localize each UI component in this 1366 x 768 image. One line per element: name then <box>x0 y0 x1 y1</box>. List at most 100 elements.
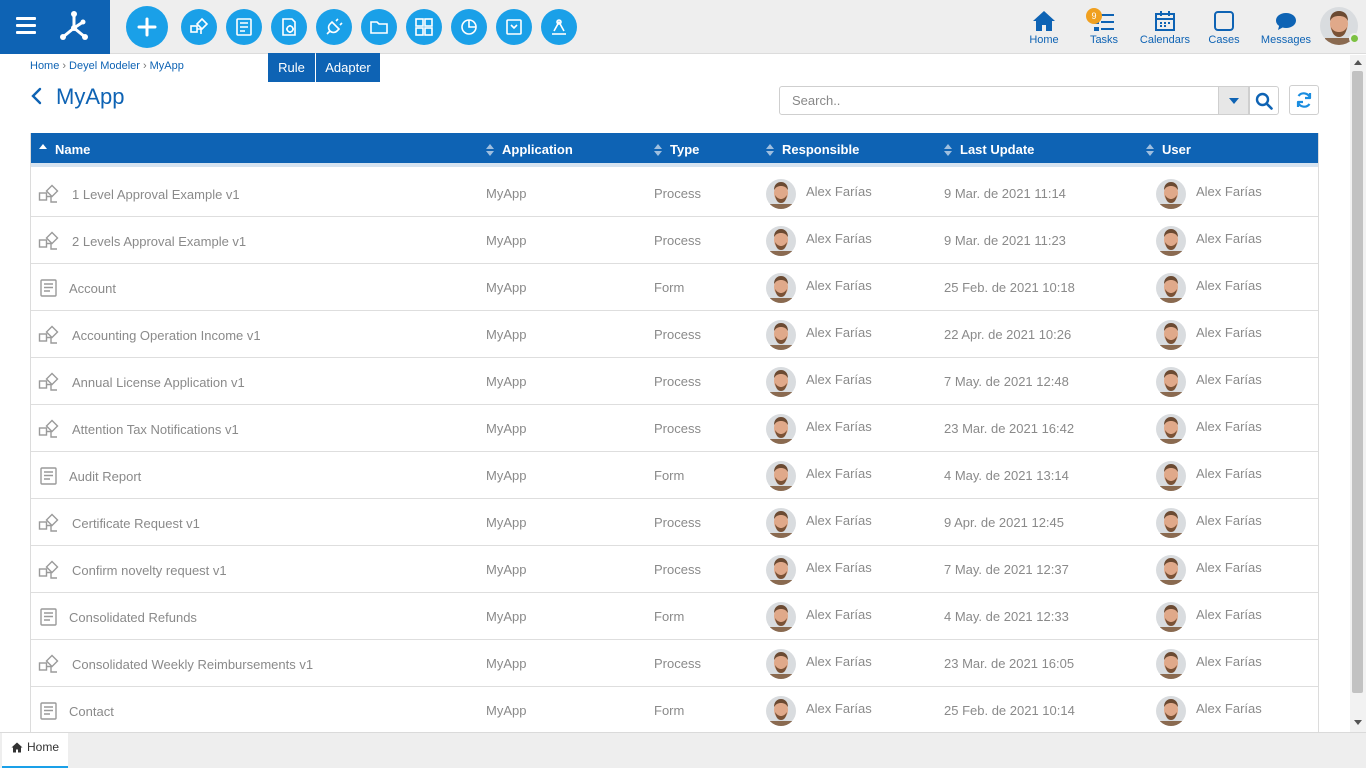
search-input[interactable] <box>779 86 1219 115</box>
nav-calendars-label: Calendars <box>1139 34 1191 46</box>
sort-icon[interactable] <box>1146 144 1154 156</box>
row-application: MyApp <box>486 515 527 530</box>
scroll-up-arrow-icon[interactable] <box>1354 60 1362 65</box>
process-icon <box>38 654 59 673</box>
form-icon <box>40 608 57 626</box>
column-header-name[interactable]: Name <box>55 142 91 157</box>
form-button[interactable] <box>226 9 262 45</box>
add-button[interactable] <box>126 6 168 48</box>
row-application: MyApp <box>486 186 527 201</box>
row-name[interactable]: Audit Report <box>69 469 142 484</box>
rule-icon <box>282 18 296 36</box>
row-name[interactable]: Accounting Operation Income v1 <box>72 328 261 343</box>
user-avatar <box>1156 320 1186 350</box>
nav-messages[interactable]: Messages <box>1257 6 1315 48</box>
row-last-update: 4 May. de 2021 13:14 <box>944 468 1069 483</box>
row-application: MyApp <box>486 374 527 389</box>
row-type: Process <box>654 515 701 530</box>
integration-button[interactable] <box>541 9 577 45</box>
row-application: MyApp <box>486 703 527 718</box>
sort-icon[interactable] <box>486 144 494 156</box>
search-button[interactable] <box>1249 86 1279 115</box>
table-row[interactable]: Audit Report MyApp Form Alex Farías 4 May. d… <box>31 452 1318 499</box>
table-row[interactable]: Consolidated Weekly Reimbursements v1 MyA… <box>31 640 1318 687</box>
rule-button[interactable] <box>271 9 307 45</box>
message-icon <box>1276 13 1296 30</box>
sort-icon[interactable] <box>654 144 662 156</box>
user-avatar <box>1156 602 1186 632</box>
nav-tasks[interactable]: Tasks 9 <box>1082 6 1126 48</box>
nav-home[interactable]: Home <box>1022 6 1066 48</box>
nav-home-label: Home <box>1029 34 1059 46</box>
folder-icon <box>370 21 388 34</box>
application-button[interactable] <box>406 9 442 45</box>
column-header-application[interactable]: Application <box>502 142 573 157</box>
search-filter-dropdown[interactable] <box>1218 86 1249 115</box>
process-button[interactable] <box>181 9 217 45</box>
user-avatar <box>1156 273 1186 303</box>
row-name[interactable]: Confirm novelty request v1 <box>72 563 227 578</box>
row-application: MyApp <box>486 468 527 483</box>
row-last-update: 23 Mar. de 2021 16:42 <box>944 421 1075 436</box>
row-name[interactable]: Consolidated Refunds <box>69 610 197 625</box>
row-name[interactable]: Consolidated Weekly Reimbursements v1 <box>72 657 314 672</box>
row-name[interactable]: Annual License Application v1 <box>72 375 245 390</box>
adapter-button[interactable] <box>316 9 352 45</box>
row-responsible: Alex Farías <box>806 325 872 340</box>
row-type: Process <box>654 656 701 671</box>
scroll-thumb[interactable] <box>1352 71 1363 693</box>
table-row[interactable]: Consolidated Refunds MyApp Form Alex Farías… <box>31 593 1318 640</box>
responsible-avatar <box>766 367 796 397</box>
breadcrumb-current[interactable]: MyApp <box>149 60 184 72</box>
row-name[interactable]: Certificate Request v1 <box>72 516 200 531</box>
back-arrow-icon[interactable] <box>30 86 44 106</box>
process-icon <box>38 231 59 250</box>
indicator-button[interactable] <box>451 9 487 45</box>
sort-icon[interactable] <box>766 144 774 156</box>
row-name[interactable]: 2 Levels Approval Example v1 <box>72 234 247 249</box>
tab-home[interactable]: Home <box>2 733 68 768</box>
table-row[interactable]: Contact MyApp Form Alex Farías 25 Feb. de 20… <box>31 687 1318 733</box>
row-last-update: 9 Apr. de 2021 12:45 <box>944 515 1064 530</box>
user-avatar <box>1156 226 1186 256</box>
row-application: MyApp <box>486 327 527 342</box>
row-type: Process <box>654 562 701 577</box>
column-header-user[interactable]: User <box>1162 142 1191 157</box>
table-row[interactable]: 2 Levels Approval Example v1 MyApp Process… <box>31 217 1318 264</box>
breadcrumb-modeler[interactable]: Deyel Modeler <box>69 60 140 72</box>
nav-cases[interactable]: Cases <box>1202 6 1246 48</box>
sort-asc-icon[interactable] <box>39 144 47 156</box>
table-row[interactable]: Attention Tax Notifications v1 MyApp Proce… <box>31 405 1318 452</box>
table-row[interactable]: Accounting Operation Income v1 MyApp Proce… <box>31 311 1318 358</box>
column-header-responsible[interactable]: Responsible <box>782 142 860 157</box>
refresh-button[interactable] <box>1289 85 1319 115</box>
row-user: Alex Farías <box>1196 607 1262 622</box>
table-row[interactable]: Annual License Application v1 MyApp Proces… <box>31 358 1318 405</box>
entity-button[interactable] <box>496 9 532 45</box>
row-name[interactable]: 1 Level Approval Example v1 <box>72 187 240 202</box>
column-header-last-update[interactable]: Last Update <box>960 142 1035 157</box>
row-name[interactable]: Contact <box>69 704 114 719</box>
column-header-type[interactable]: Type <box>670 142 700 157</box>
scroll-down-arrow-icon[interactable] <box>1354 720 1362 725</box>
vertical-scrollbar[interactable] <box>1350 55 1366 732</box>
row-responsible: Alex Farías <box>806 607 872 622</box>
row-name[interactable]: Account <box>69 281 116 296</box>
table-row[interactable]: Account MyApp Form Alex Farías 25 Feb. de 20… <box>31 264 1318 311</box>
row-responsible: Alex Farías <box>806 560 872 575</box>
folder-button[interactable] <box>361 9 397 45</box>
row-application: MyApp <box>486 656 527 671</box>
table-row[interactable]: Certificate Request v1 MyApp Process Alex F… <box>31 499 1318 546</box>
table-row[interactable]: Confirm novelty request v1 MyApp Process Al… <box>31 546 1318 593</box>
nav-calendars[interactable]: Calendars <box>1134 6 1196 48</box>
deyel-logo-icon[interactable] <box>56 8 92 44</box>
breadcrumb-home[interactable]: Home <box>30 60 60 72</box>
form-icon <box>236 18 252 36</box>
row-name[interactable]: Attention Tax Notifications v1 <box>72 422 239 437</box>
sort-icon[interactable] <box>944 144 952 156</box>
user-avatar <box>1156 696 1186 726</box>
responsible-avatar <box>766 226 796 256</box>
table-row[interactable]: 1 Level Approval Example v1 MyApp Process A… <box>31 170 1318 217</box>
bottom-tab-bar: Home <box>0 732 1366 768</box>
hamburger-menu-icon[interactable] <box>16 17 36 35</box>
